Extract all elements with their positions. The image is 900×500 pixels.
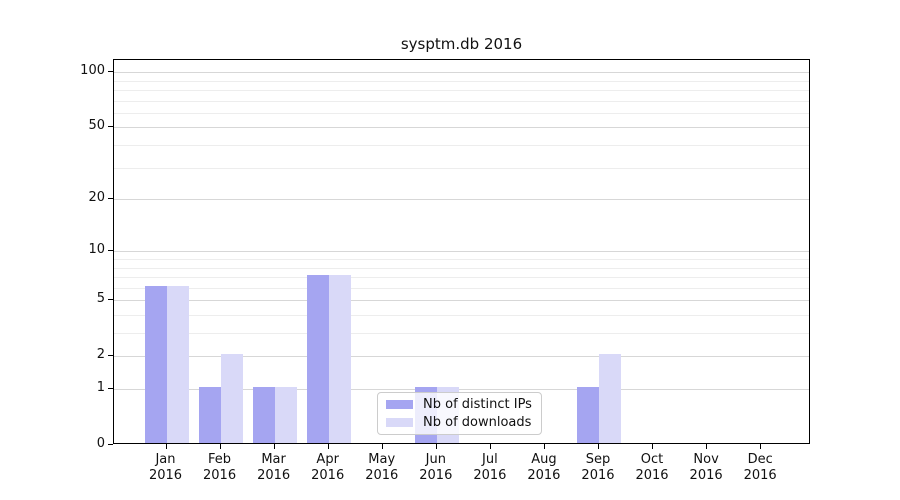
y-tick-label: 2 [96,347,105,363]
x-tick-mark [381,444,383,449]
x-tick-label: Feb 2016 [203,452,237,483]
legend-item-distinct-ips: Nb of distinct IPs [386,397,533,412]
legend-label-distinct-ips: Nb of distinct IPs [423,397,532,412]
y-tick-mark [108,355,113,357]
x-tick-label: May 2016 [365,452,399,483]
chart-title: sysptm.db 2016 [400,35,523,53]
bar-sep-distinct-ips [576,387,599,443]
gridline-minor [114,90,809,92]
x-tick-label: Nov 2016 [689,452,723,483]
bar-feb-distinct-ips [198,387,221,443]
gridline-minor [114,314,809,316]
x-tick-mark [760,444,762,449]
y-tick-mark [108,444,113,445]
y-tick-label: 100 [80,63,105,79]
legend-swatch-downloads [386,418,413,427]
x-tick-mark [597,444,599,449]
plot-area [113,59,810,444]
y-tick-label: 20 [88,190,105,206]
gridline-minor [114,259,809,260]
x-tick-label: Jan 2016 [148,452,183,483]
gridline-minor [114,100,809,102]
bar-mar-distinct-ips [252,387,275,443]
legend: Nb of distinct IPs Nb of downloads [377,392,542,435]
gridline-minor [114,267,809,269]
x-tick-label: Mar 2016 [257,452,291,483]
bar-sep-downloads [598,354,621,443]
y-tick-mark [108,126,113,128]
x-tick-mark [489,444,491,449]
x-tick-label: Sep 2016 [581,452,615,483]
x-tick-mark [165,444,167,449]
y-tick-mark [108,71,113,73]
y-tick-mark [108,388,113,389]
x-tick-label: Aug 2016 [527,452,561,483]
x-tick-label: Jul 2016 [473,452,507,483]
gridline-minor [114,333,809,335]
bar-feb-downloads [220,354,243,443]
x-tick-label: Oct 2016 [635,452,669,483]
x-tick-mark [273,444,275,449]
bar-mar-downloads [274,387,297,443]
x-tick-label: Apr 2016 [311,452,345,483]
x-tick-mark [435,444,437,449]
x-tick-mark [706,444,708,449]
x-tick-label: Jun 2016 [419,452,453,483]
gridline-major [114,251,809,253]
gridline-major [114,300,809,302]
legend-swatch-distinct-ips [386,400,413,409]
y-tick-mark [108,299,113,301]
gridline-minor [114,167,809,169]
x-tick-mark [219,444,221,449]
y-tick-label: 1 [96,380,105,395]
x-tick-mark [652,444,654,449]
gridline-major [114,389,809,390]
gridline-major [114,127,809,129]
bar-apr-downloads [328,275,351,443]
gridline-major [114,199,809,201]
y-tick-mark [108,250,113,252]
gridline-major [114,72,809,74]
gridline-minor [114,80,809,82]
y-tick-label: 50 [88,118,105,134]
y-tick-mark [108,198,113,200]
gridline-minor [114,112,809,114]
gridline-minor [114,287,809,289]
y-tick-label: 5 [96,291,105,307]
legend-item-downloads: Nb of downloads [386,415,533,430]
x-tick-mark [327,444,329,449]
bar-jan-downloads [166,285,189,443]
x-tick-mark [543,444,545,449]
gridline-minor [114,145,809,147]
x-tick-label: Dec 2016 [743,452,777,483]
bar-jan-distinct-ips [144,285,167,443]
bar-apr-distinct-ips [306,275,329,443]
y-tick-label: 10 [88,242,105,258]
legend-label-downloads: Nb of downloads [423,415,532,430]
y-tick-label: 0 [96,436,105,451]
gridline-major [114,356,809,358]
gridline-minor [114,277,809,279]
